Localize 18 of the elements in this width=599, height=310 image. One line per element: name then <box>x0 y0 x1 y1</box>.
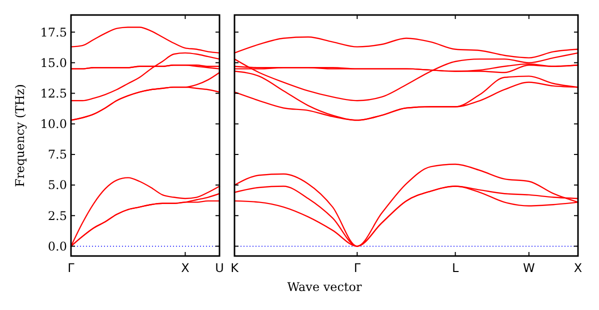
y-tick-label: 0.0 <box>48 239 67 254</box>
y-tick-label: 17.5 <box>40 25 67 40</box>
x-tick-label: Γ <box>68 261 75 275</box>
x-axis-title: Wave vector <box>287 280 362 294</box>
x-tick-label: W <box>522 261 535 275</box>
y-tick-label: 12.5 <box>40 86 67 100</box>
x-tick-label: U <box>215 261 224 275</box>
y-tick-label: 10.0 <box>40 117 67 132</box>
y-axis-title: Frequency (THz) <box>13 84 27 187</box>
x-tick-label: K <box>230 261 240 275</box>
x-tick-label: X <box>574 261 582 275</box>
x-tick-label: X <box>181 261 190 275</box>
x-tick-label: Γ <box>354 261 361 275</box>
y-tick-label: 7.5 <box>48 148 67 162</box>
y-tick-label: 15.0 <box>40 56 67 70</box>
y-tick-label: 2.5 <box>48 208 67 223</box>
y-tick-label: 5.0 <box>48 178 67 192</box>
x-tick-label: L <box>452 261 459 275</box>
